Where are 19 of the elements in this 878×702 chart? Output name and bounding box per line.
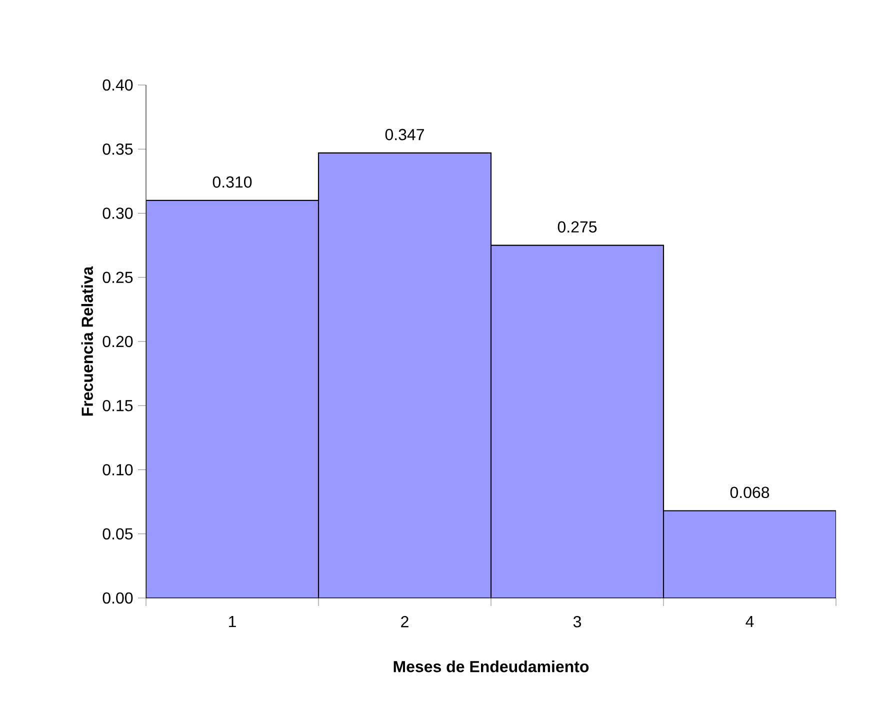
y-axis-title: Frecuencia Relativa [81,266,93,416]
x-tick-label: 1 [229,616,236,628]
data-label: 0.068 [730,486,770,498]
y-tick-label: 0.20 [102,336,133,348]
y-tick-label: 0.15 [102,400,133,412]
data-label: 0.275 [558,221,597,233]
y-tick-label: 0.10 [102,464,133,476]
x-tick-label: 4 [746,616,754,628]
y-tick-label: 0.40 [102,79,133,91]
y-tick-label: 0.05 [102,528,133,540]
y-tick-label: 0.35 [102,143,133,155]
data-label: 0.347 [385,128,424,140]
y-tick-label: 0.25 [102,272,133,284]
x-tick-label: 2 [401,616,408,628]
y-tick-label: 0.30 [102,208,133,219]
x-tick-label: 3 [573,616,581,628]
x-axis-title: Meses de Endeudamiento [394,660,589,672]
data-label: 0.310 [212,176,252,188]
y-tick-label: 0.00 [102,592,133,604]
